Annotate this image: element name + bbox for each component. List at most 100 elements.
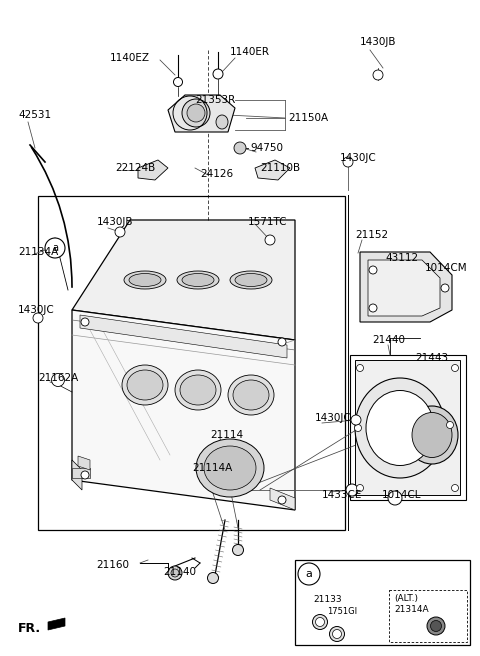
Circle shape [427,617,445,635]
Text: 21162A: 21162A [38,373,78,383]
Ellipse shape [228,375,274,415]
Ellipse shape [180,375,216,405]
Text: 21160: 21160 [96,560,129,570]
Text: 1140EZ: 1140EZ [110,53,150,63]
Polygon shape [138,160,168,180]
Circle shape [329,626,345,642]
Text: 94750: 94750 [250,143,283,153]
Text: 43112: 43112 [385,253,418,263]
Circle shape [278,338,286,346]
Circle shape [232,544,243,556]
Polygon shape [48,618,65,630]
Text: 1433CE: 1433CE [322,490,362,500]
Circle shape [315,617,324,626]
Text: 1430JB: 1430JB [360,37,396,47]
Circle shape [333,630,341,638]
Circle shape [452,365,458,371]
Text: 1751GI: 1751GI [327,607,357,617]
Text: 21440: 21440 [372,335,405,345]
Ellipse shape [216,115,228,129]
Circle shape [213,69,223,79]
Text: 1430JB: 1430JB [97,217,133,227]
Circle shape [346,484,358,496]
Text: 21114A: 21114A [192,463,232,473]
Circle shape [81,471,89,479]
Circle shape [441,284,449,292]
Circle shape [312,615,327,630]
Text: 21110B: 21110B [260,163,300,173]
Text: 21133: 21133 [313,596,342,604]
Polygon shape [255,160,290,180]
Circle shape [207,573,218,583]
Text: 1430JC: 1430JC [315,413,352,423]
Ellipse shape [406,406,458,464]
Text: 1014CM: 1014CM [425,263,468,273]
Ellipse shape [355,378,445,478]
Ellipse shape [122,365,168,405]
Circle shape [168,566,182,580]
Ellipse shape [196,439,264,497]
Text: 22124B: 22124B [115,163,155,173]
Circle shape [357,485,363,491]
Circle shape [452,485,458,491]
Polygon shape [368,260,440,316]
Circle shape [171,569,179,577]
Text: 1140ER: 1140ER [230,47,270,57]
Text: 24126: 24126 [200,169,233,179]
Circle shape [81,318,89,326]
Polygon shape [72,460,82,490]
Polygon shape [270,488,295,510]
Ellipse shape [233,380,269,410]
Text: 21443: 21443 [415,353,448,363]
Circle shape [265,235,275,245]
Circle shape [351,415,361,425]
Circle shape [388,491,402,505]
Polygon shape [355,360,460,495]
Ellipse shape [230,271,272,289]
Ellipse shape [204,446,256,490]
Ellipse shape [175,370,221,410]
Text: 42531: 42531 [18,110,51,120]
Text: 21314A: 21314A [394,605,429,615]
Circle shape [298,563,320,585]
Text: 21140: 21140 [163,567,196,577]
Polygon shape [78,456,90,470]
Text: 1014CL: 1014CL [382,490,421,500]
Circle shape [369,304,377,312]
Circle shape [234,142,246,154]
Polygon shape [295,560,470,645]
Text: 1571TC: 1571TC [248,217,288,227]
Text: 1430JC: 1430JC [340,153,377,163]
Ellipse shape [129,274,161,287]
Text: 21150A: 21150A [288,113,328,123]
Ellipse shape [412,413,452,457]
Circle shape [355,424,361,432]
Circle shape [182,99,210,127]
Text: (ALT.): (ALT.) [394,594,418,602]
Text: a: a [52,243,58,253]
Text: a: a [306,569,312,579]
Ellipse shape [366,390,434,466]
Ellipse shape [235,274,267,287]
Circle shape [357,365,363,371]
Polygon shape [168,95,235,132]
Text: 21114: 21114 [210,430,243,440]
Circle shape [446,422,454,428]
Circle shape [45,238,65,258]
Circle shape [187,104,205,122]
Ellipse shape [182,274,214,287]
Circle shape [173,77,182,87]
Polygon shape [80,315,287,358]
Ellipse shape [177,271,219,289]
Ellipse shape [124,271,166,289]
Circle shape [369,266,377,274]
Text: FR.: FR. [18,621,41,634]
Circle shape [115,227,125,237]
Text: 1430JC: 1430JC [18,305,55,315]
Polygon shape [72,468,90,478]
Text: 21134A: 21134A [18,247,58,257]
Circle shape [278,496,286,504]
Circle shape [431,621,442,632]
Circle shape [51,373,64,386]
Circle shape [33,313,43,323]
